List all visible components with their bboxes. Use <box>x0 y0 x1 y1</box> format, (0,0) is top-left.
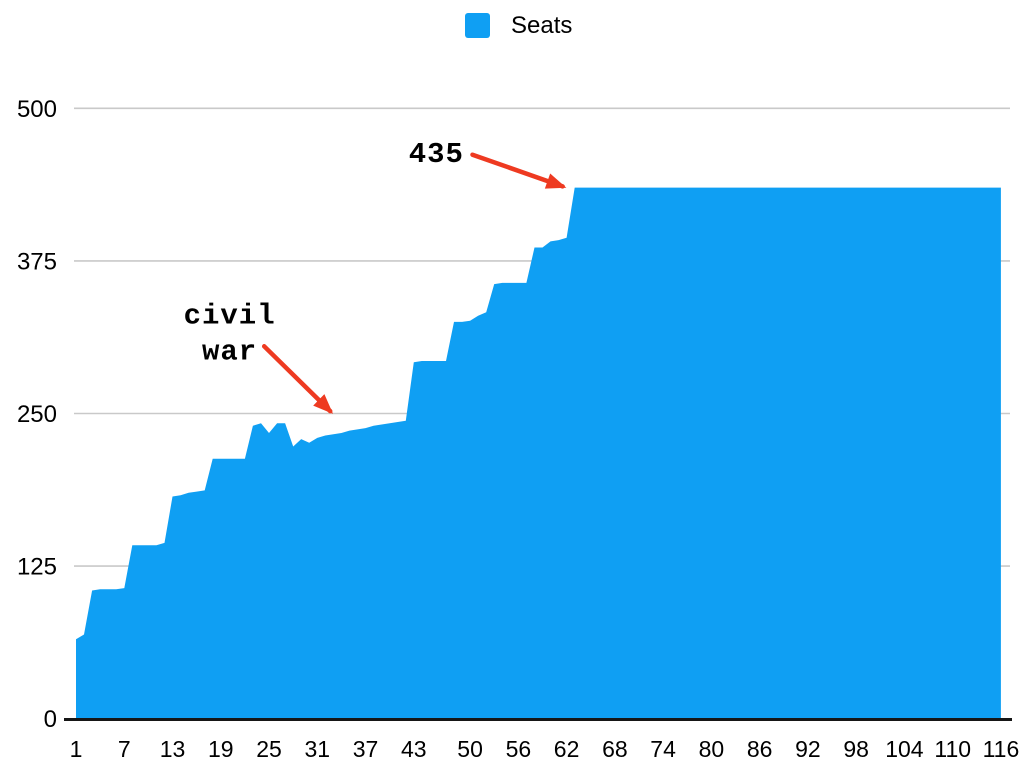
x-axis-label-62: 62 <box>554 736 580 762</box>
x-axis-label-13: 13 <box>160 736 186 762</box>
y-axis-label-125: 125 <box>17 554 57 581</box>
chart-legend: Seats <box>465 13 572 38</box>
annotation-civil-war-text: civil <box>184 299 276 332</box>
y-axis-label-500: 500 <box>17 96 57 123</box>
x-axis-label-80: 80 <box>699 736 725 762</box>
x-axis-label-56: 56 <box>506 736 532 762</box>
x-axis-label-50: 50 <box>457 736 483 762</box>
x-axis-label-98: 98 <box>843 736 869 762</box>
x-axis-label-31: 31 <box>305 736 331 762</box>
y-axis-label-0: 0 <box>44 706 57 733</box>
x-axis-label-7: 7 <box>118 736 131 762</box>
legend-swatch-seats <box>465 13 490 38</box>
legend-label-seats: Seats <box>511 12 573 39</box>
x-axis-label-19: 19 <box>208 736 234 762</box>
x-axis-label-86: 86 <box>747 736 773 762</box>
x-axis-label-1: 1 <box>70 736 83 762</box>
annotation-civil-war-arrow <box>261 344 334 414</box>
x-axis-label-68: 68 <box>602 736 628 762</box>
x-axis-label-116: 116 <box>983 736 1020 762</box>
x-axis-label-110: 110 <box>934 736 971 762</box>
annotation-civil-war-text: war <box>202 335 257 368</box>
x-axis-label-92: 92 <box>795 736 821 762</box>
area-series-seats <box>76 187 1001 719</box>
annotation-435-text: 435 <box>409 138 464 171</box>
y-axis-label-375: 375 <box>17 248 57 275</box>
x-axis-label-74: 74 <box>650 736 676 762</box>
annotation-435-arrow <box>470 152 567 189</box>
x-axis-label-37: 37 <box>353 736 379 762</box>
x-axis-label-43: 43 <box>401 736 427 762</box>
x-axis-label-25: 25 <box>256 736 282 762</box>
y-axis-label-250: 250 <box>17 401 57 428</box>
x-axis-label-104: 104 <box>885 736 924 762</box>
